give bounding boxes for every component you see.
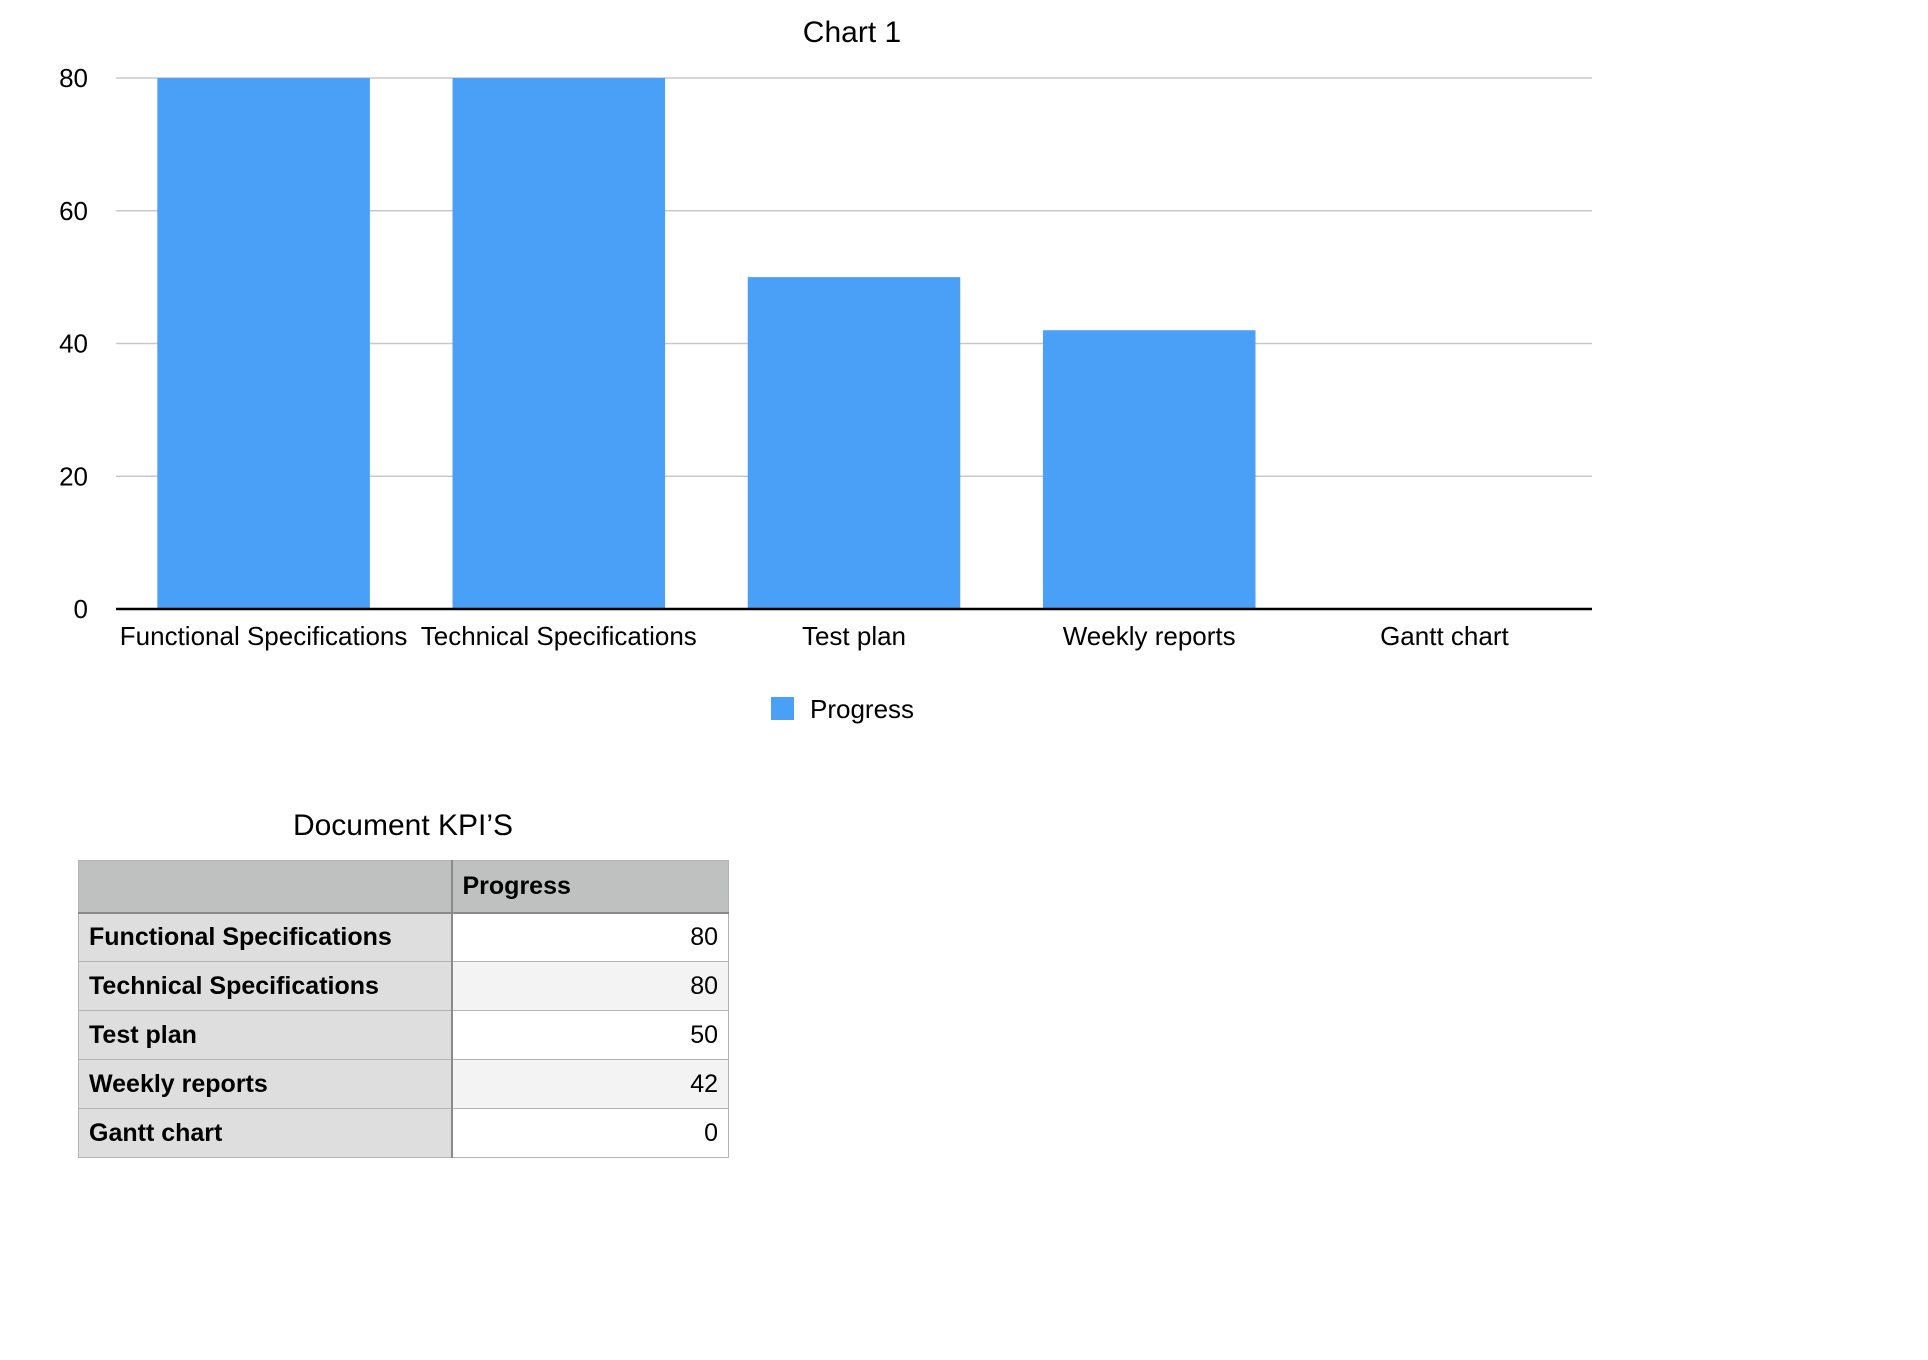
x-tick-label: Test plan <box>802 621 906 651</box>
table-row-value: 0 <box>451 1108 729 1158</box>
bar <box>1042 330 1256 609</box>
chart-legend: Progress <box>771 694 914 724</box>
x-tick-label: Functional Specifications <box>120 621 408 651</box>
bar <box>747 277 961 609</box>
bar <box>157 78 370 609</box>
legend-swatch <box>771 697 794 720</box>
table-row-value: 80 <box>451 961 729 1011</box>
y-tick-label: 0 <box>74 594 88 624</box>
y-axis-tick-labels: 0 20 40 60 80 <box>59 63 88 624</box>
table-row-label: Gantt chart <box>78 1108 453 1158</box>
x-axis-tick-labels: Functional Specifications Technical Speci… <box>120 621 1510 651</box>
table-row-label: Functional Specifications <box>78 912 453 962</box>
table-row-label: Test plan <box>78 1010 453 1060</box>
table-row: Weekly reports 42 <box>78 1059 729 1109</box>
x-tick-label: Weekly reports <box>1063 621 1236 651</box>
table-header-row: Progress <box>78 860 729 914</box>
table-row-label: Weekly reports <box>78 1059 453 1109</box>
table-row: Functional Specifications 80 <box>78 912 729 962</box>
chart-title: Chart 1 <box>803 16 901 49</box>
chart-bars <box>157 78 1256 609</box>
table-row-value: 50 <box>451 1010 729 1060</box>
table-column-header-progress: Progress <box>451 860 729 914</box>
table-row: Gantt chart 0 <box>78 1108 729 1158</box>
table-row-label: Technical Specifications <box>78 961 453 1011</box>
y-tick-label: 60 <box>59 196 88 226</box>
x-tick-label: Technical Specifications <box>421 621 697 651</box>
y-tick-label: 20 <box>59 461 88 491</box>
table-row-value: 80 <box>451 912 729 962</box>
y-tick-label: 40 <box>59 329 88 359</box>
kpi-table: Progress Functional Specifications 80 Te… <box>78 860 729 1158</box>
bar <box>452 78 666 609</box>
table-row: Technical Specifications 80 <box>78 961 729 1011</box>
table-title: Document KPI’S <box>292 809 514 842</box>
table-row-value: 42 <box>451 1059 729 1109</box>
legend-label: Progress <box>810 694 914 724</box>
x-tick-label: Gantt chart <box>1380 621 1509 651</box>
table-row: Test plan 50 <box>78 1010 729 1060</box>
bar-chart: Chart 1 0 20 40 60 80 Functional Specificati… <box>59 16 1592 724</box>
y-tick-label: 80 <box>59 63 88 93</box>
table-corner-cell <box>78 860 453 914</box>
